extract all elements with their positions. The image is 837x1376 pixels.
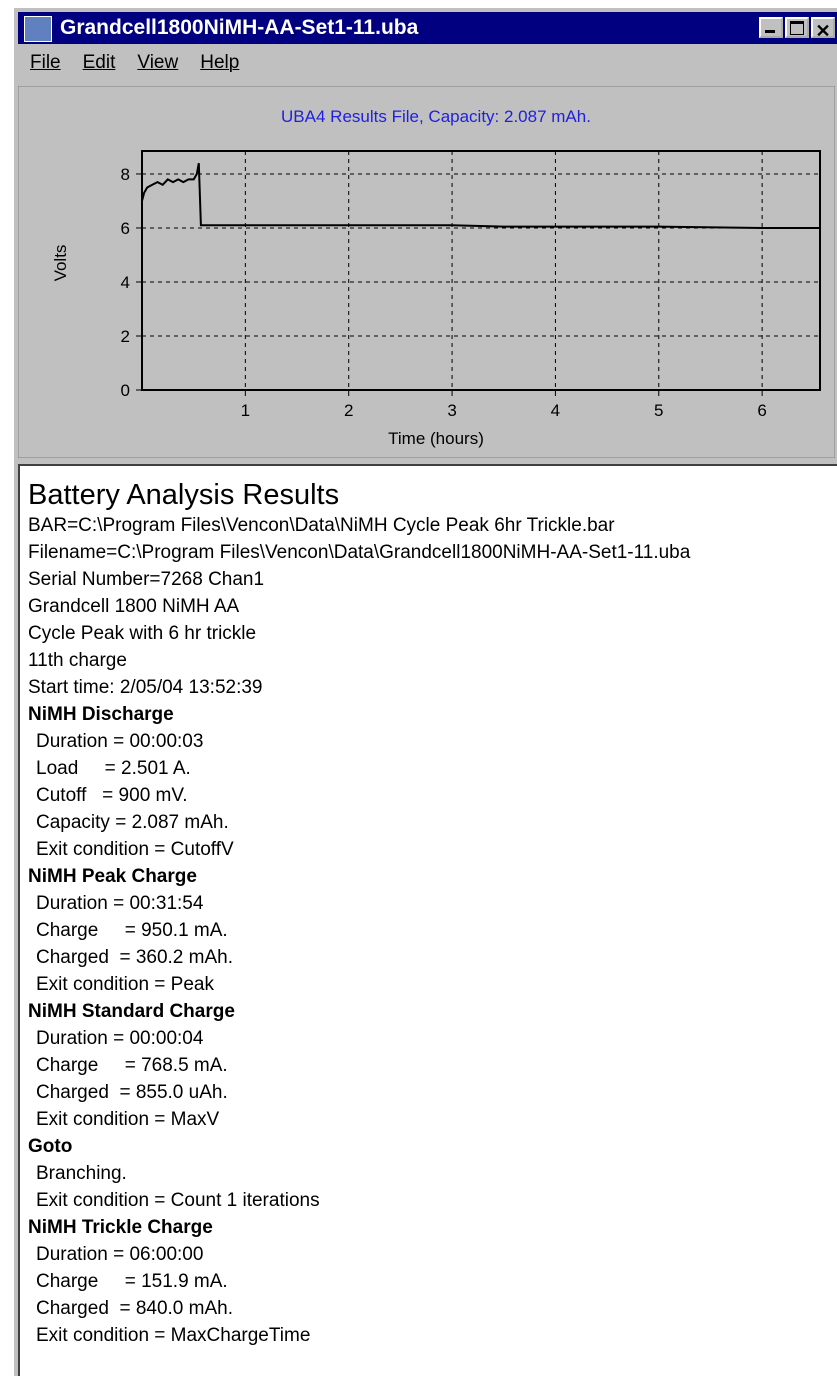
menu-item[interactable]: Edit: [82, 52, 116, 73]
section-title: NiMH Standard Charge: [28, 1001, 235, 1022]
y-tick-label: 8: [121, 165, 130, 184]
window: Grandcell1800NiMH-AA-Set1-11.uba ✕ File E…: [14, 8, 837, 1376]
window-title: Grandcell1800NiMH-AA-Set1-11.uba: [60, 16, 419, 39]
section-line: Exit condition = MaxV: [36, 1109, 220, 1130]
section-line: Charge = 768.5 mA.: [36, 1055, 228, 1076]
y-tick-label: 4: [121, 273, 130, 292]
section-line: Capacity = 2.087 mAh.: [36, 812, 229, 833]
menu-item[interactable]: View: [137, 52, 179, 73]
info-line: Start time: 2/05/04 13:52:39: [28, 677, 263, 698]
info-line: Filename=C:\Program Files\Vencon\Data\Gr…: [28, 542, 691, 563]
chart-panel: [18, 86, 835, 458]
chart-title: UBA4 Results File, Capacity: 2.087 mAh.: [281, 107, 591, 126]
section-line: Duration = 06:00:00: [36, 1244, 204, 1265]
section-line: Cutoff = 900 mV.: [36, 785, 188, 806]
close-button[interactable]: ✕: [811, 17, 835, 41]
info-line: BAR=C:\Program Files\Vencon\Data\NiMH Cy…: [28, 515, 615, 536]
menu-item[interactable]: File: [30, 52, 61, 73]
results-panel: Battery Analysis Results BAR=C:\Program F…: [18, 464, 837, 1376]
title-bar: Grandcell1800NiMH-AA-Set1-11.uba ✕: [18, 12, 837, 44]
y-axis-label: Volts: [51, 245, 70, 282]
x-tick-label: 1: [241, 401, 250, 420]
plot-frame: [141, 150, 821, 391]
chart: UBA4 Results File, Capacity: 2.087 mAh. …: [18, 86, 835, 458]
menu-item[interactable]: Help: [200, 52, 240, 73]
info-line: Cycle Peak with 6 hr trickle: [28, 623, 257, 644]
section-line: Charged = 840.0 mAh.: [36, 1298, 233, 1319]
data-line: [141, 163, 820, 229]
section-line: Exit condition = CutoffV: [36, 839, 234, 860]
x-tick-label: 5: [654, 401, 663, 420]
section-line: Charge = 950.1 mA.: [36, 920, 228, 941]
info-line: Serial Number=7268 Chan1: [28, 569, 265, 590]
section-line: Exit condition = Peak: [36, 974, 214, 995]
section-line: Duration = 00:31:54: [36, 893, 204, 914]
section-title: Goto: [28, 1136, 73, 1157]
x-axis-label: Time (hours): [388, 429, 484, 448]
section-line: Branching.: [36, 1163, 127, 1184]
x-tick-label: 3: [447, 401, 456, 420]
section-line: Duration = 00:00:04: [36, 1028, 204, 1049]
section-line: Load = 2.501 A.: [36, 758, 191, 779]
section-line: Duration = 00:00:03: [36, 731, 204, 752]
minimize-button[interactable]: [759, 17, 783, 38]
y-tick-label: 2: [121, 327, 130, 346]
y-tick-label: 0: [121, 381, 130, 400]
section-line: Exit condition = MaxChargeTime: [36, 1325, 311, 1346]
results-heading: Battery Analysis Results: [28, 479, 340, 511]
section-title: NiMH Peak Charge: [28, 866, 197, 887]
info-line: Grandcell 1800 NiMH AA: [28, 596, 240, 617]
section-line: Charged = 855.0 uAh.: [36, 1082, 228, 1103]
results-text: Battery Analysis Results BAR=C:\Program F…: [28, 478, 690, 1349]
section-title: NiMH Discharge: [28, 704, 174, 725]
app-icon: [24, 16, 52, 42]
section-line: Exit condition = Count 1 iterations: [36, 1190, 320, 1211]
info-line: 11th charge: [28, 650, 127, 671]
x-tick-label: 6: [757, 401, 766, 420]
menu-bar: File Edit View Help: [18, 48, 249, 78]
maximize-button[interactable]: [785, 17, 809, 38]
section-line: Charged = 360.2 mAh.: [36, 947, 233, 968]
section-title: NiMH Trickle Charge: [28, 1217, 213, 1238]
section-line: Charge = 151.9 mA.: [36, 1271, 228, 1292]
y-tick-label: 6: [121, 219, 130, 238]
x-tick-label: 4: [551, 401, 560, 420]
x-tick-label: 2: [344, 401, 353, 420]
